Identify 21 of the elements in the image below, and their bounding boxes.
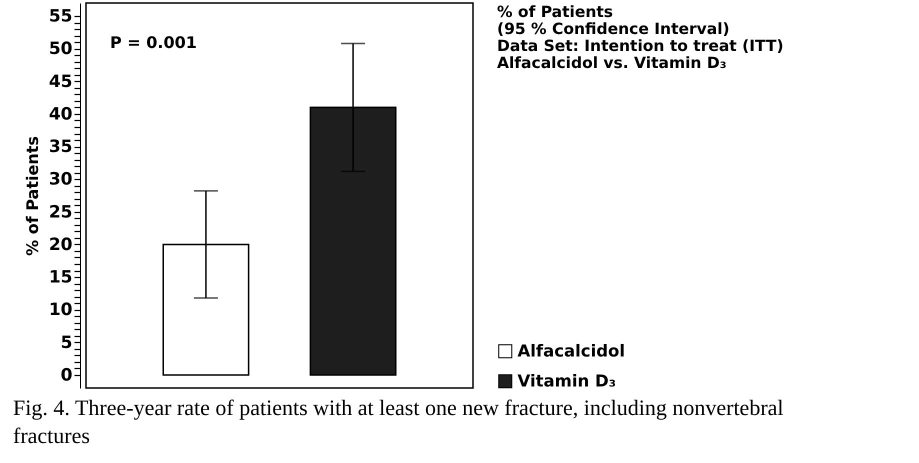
y-tick-label: 30 xyxy=(48,170,73,190)
y-tick-label: 40 xyxy=(48,104,73,124)
y-tick-label: 10 xyxy=(48,300,73,320)
y-tick-label: 45 xyxy=(48,72,72,92)
text: % of Patients xyxy=(497,3,614,21)
annotation: P = 0.001 xyxy=(110,33,197,52)
y-tick-label: 15 xyxy=(48,268,72,288)
y-tick-label: 0 xyxy=(60,365,73,386)
y-tick-label: 50 xyxy=(48,39,73,60)
text: Data Set: Intention to treat (ITT) xyxy=(497,37,784,55)
y-tick-label: 20 xyxy=(48,234,73,255)
caption: Fig. 4. Three-year rate of patients with at least one new fracture, including nonvertebral fractures xyxy=(13,395,784,448)
y-tick-label: 55 xyxy=(48,6,72,27)
text: (95 % Confidence Interval) xyxy=(497,20,730,38)
legend-label: Alfacalcidol xyxy=(518,341,626,360)
legend-label: Vitamin D₃ xyxy=(518,371,616,390)
y-tick-label: 25 xyxy=(48,202,72,222)
y-axis-title: % of Patients xyxy=(22,136,42,256)
y-tick-label: 35 xyxy=(48,137,72,158)
text: Alfacalcidol vs. Vitamin D₃ xyxy=(497,54,726,72)
y-tick-label: 5 xyxy=(60,332,72,353)
